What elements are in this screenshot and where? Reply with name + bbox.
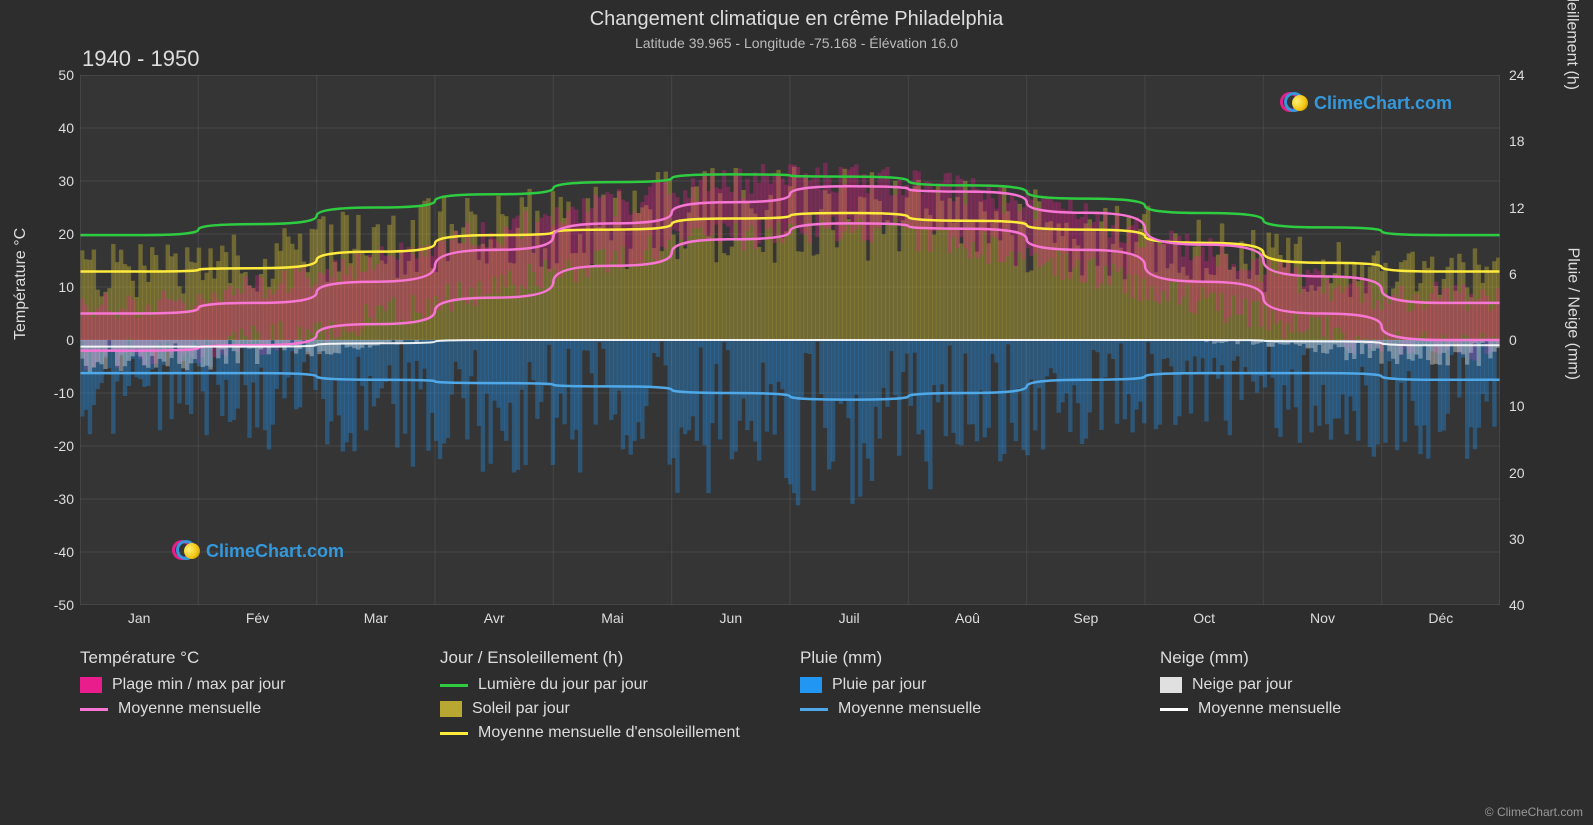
legend-swatch xyxy=(800,708,828,711)
y-axis-right-bottom-label: Pluie / Neige (mm) xyxy=(1563,248,1581,380)
legend-group-title: Neige (mm) xyxy=(1160,648,1500,668)
x-tick: Mai xyxy=(601,610,624,626)
x-axis: Jan Fév Mar Avr Mai Jun Juil Aoû Sep Oct Nov Déc xyxy=(80,610,1500,630)
x-tick: Aoû xyxy=(955,610,980,626)
legend-label: Soleil par jour xyxy=(472,700,570,718)
x-tick: Jun xyxy=(720,610,743,626)
y-right-tick-precip: 30 xyxy=(1509,531,1525,547)
legend-label: Lumière du jour par jour xyxy=(478,676,648,694)
y-left-tick: 20 xyxy=(58,226,74,242)
y-right-tick-precip: 20 xyxy=(1509,465,1525,481)
y-right-tick-hours: 12 xyxy=(1509,200,1525,216)
legend-group: Jour / Ensoleillement (h) Lumière du jour… xyxy=(440,648,780,748)
y-right-tick-precip: 10 xyxy=(1509,398,1525,414)
legend-group-title: Température °C xyxy=(80,648,420,668)
legend-group: Neige (mm) Neige par jour Moyenne mensuell… xyxy=(1160,648,1500,748)
legend-item: Moyenne mensuelle xyxy=(80,700,420,718)
legend-swatch xyxy=(440,684,468,687)
plot-area xyxy=(80,75,1500,605)
legend-label: Moyenne mensuelle xyxy=(838,700,981,718)
legend-swatch xyxy=(80,708,108,711)
brand-logo-icon xyxy=(172,540,200,562)
legend-group-title: Pluie (mm) xyxy=(800,648,1140,668)
legend-swatch xyxy=(1160,708,1188,711)
legend-swatch xyxy=(440,732,468,735)
legend-swatch xyxy=(440,701,462,717)
x-tick: Jan xyxy=(128,610,151,626)
brand-name: ClimeChart.com xyxy=(1314,93,1452,114)
x-tick: Nov xyxy=(1310,610,1335,626)
y-right-tick-hours: 18 xyxy=(1509,133,1525,149)
legend-group: Température °C Plage min / max par jour Mo… xyxy=(80,648,420,748)
plot-svg xyxy=(80,75,1500,605)
legend-group: Pluie (mm) Pluie par jour Moyenne mensuell… xyxy=(800,648,1140,748)
y-right-tick-precip: 40 xyxy=(1509,597,1525,613)
x-tick: Juil xyxy=(839,610,860,626)
legend-group-title: Jour / Ensoleillement (h) xyxy=(440,648,780,668)
y-axis-left-label: Température °C xyxy=(12,228,30,340)
chart-subtitle: Latitude 39.965 - Longitude -75.168 - Él… xyxy=(0,31,1593,51)
x-tick: Mar xyxy=(364,610,388,626)
chart-title: Changement climatique en crême Philadelp… xyxy=(0,0,1593,31)
y-axis-right: 0612182410203040 xyxy=(1505,75,1543,605)
brand-logo-icon xyxy=(1280,92,1308,114)
y-left-tick: 10 xyxy=(58,279,74,295)
y-left-tick: -50 xyxy=(54,597,74,613)
legend-item: Neige par jour xyxy=(1160,676,1500,694)
legend-label: Moyenne mensuelle d'ensoleillement xyxy=(478,724,740,742)
legend-item: Soleil par jour xyxy=(440,700,780,718)
legend-label: Neige par jour xyxy=(1192,676,1293,694)
legend-swatch xyxy=(1160,677,1182,693)
legend-item: Pluie par jour xyxy=(800,676,1140,694)
brand-watermark: ClimeChart.com xyxy=(172,540,344,562)
x-tick: Oct xyxy=(1193,610,1215,626)
legend-label: Pluie par jour xyxy=(832,676,926,694)
y-left-tick: 50 xyxy=(58,67,74,83)
y-right-tick-hours: 24 xyxy=(1509,67,1525,83)
copyright: © ClimeChart.com xyxy=(1485,805,1583,819)
y-right-tick-hours: 0 xyxy=(1509,332,1517,348)
legend-item: Plage min / max par jour xyxy=(80,676,420,694)
y-right-tick-hours: 6 xyxy=(1509,266,1517,282)
y-left-tick: 40 xyxy=(58,120,74,136)
brand-name: ClimeChart.com xyxy=(206,541,344,562)
y-left-tick: 0 xyxy=(66,332,74,348)
y-axis-left: -50-40-30-20-1001020304050 xyxy=(40,75,78,605)
legend-label: Plage min / max par jour xyxy=(112,676,285,694)
legend-label: Moyenne mensuelle xyxy=(1198,700,1341,718)
x-tick: Avr xyxy=(484,610,505,626)
x-tick: Déc xyxy=(1428,610,1453,626)
legend-swatch xyxy=(80,677,102,693)
y-axis-right-top-label: Jour / Ensoleillement (h) xyxy=(1563,0,1581,90)
legend-item: Moyenne mensuelle d'ensoleillement xyxy=(440,724,780,742)
x-tick: Fév xyxy=(246,610,269,626)
legend-swatch xyxy=(800,677,822,693)
y-left-tick: -30 xyxy=(54,491,74,507)
y-left-tick: -10 xyxy=(54,385,74,401)
period-label: 1940 - 1950 xyxy=(82,46,199,72)
legend: Température °C Plage min / max par jour Mo… xyxy=(80,648,1500,748)
legend-item: Moyenne mensuelle xyxy=(800,700,1140,718)
legend-label: Moyenne mensuelle xyxy=(118,700,261,718)
x-tick: Sep xyxy=(1073,610,1098,626)
y-left-tick: 30 xyxy=(58,173,74,189)
y-left-tick: -20 xyxy=(54,438,74,454)
chart-container: Changement climatique en crême Philadelp… xyxy=(0,0,1593,825)
brand-watermark: ClimeChart.com xyxy=(1280,92,1452,114)
legend-item: Lumière du jour par jour xyxy=(440,676,780,694)
y-left-tick: -40 xyxy=(54,544,74,560)
legend-item: Moyenne mensuelle xyxy=(1160,700,1500,718)
